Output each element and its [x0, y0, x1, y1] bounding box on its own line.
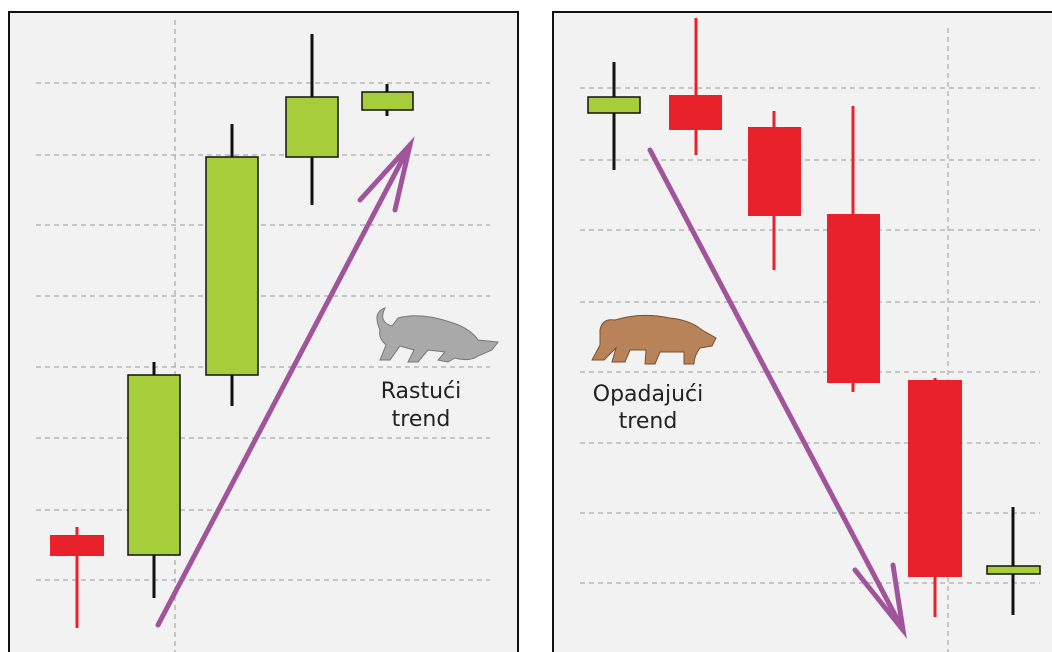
candle	[908, 378, 962, 617]
bear-panel: Opadajući trend	[552, 11, 1052, 652]
candle	[50, 527, 104, 628]
candle	[205, 124, 259, 406]
candle	[986, 507, 1041, 615]
trend-label: Rastući	[381, 379, 462, 404]
candle	[748, 111, 801, 270]
trend-label: trend	[619, 409, 678, 434]
trend-label: trend	[392, 407, 451, 432]
candle	[361, 84, 414, 116]
trend-label: Opadajući	[593, 382, 703, 407]
bull-panel: Rastući trend	[8, 11, 519, 652]
candle	[827, 106, 880, 392]
bear-icon	[591, 314, 717, 365]
candle	[587, 62, 641, 170]
trend-arrow	[647, 147, 907, 639]
candle	[127, 362, 181, 598]
trend-arrow	[155, 136, 415, 628]
candle	[669, 18, 722, 155]
bull-icon	[376, 307, 499, 363]
candle	[285, 34, 339, 205]
